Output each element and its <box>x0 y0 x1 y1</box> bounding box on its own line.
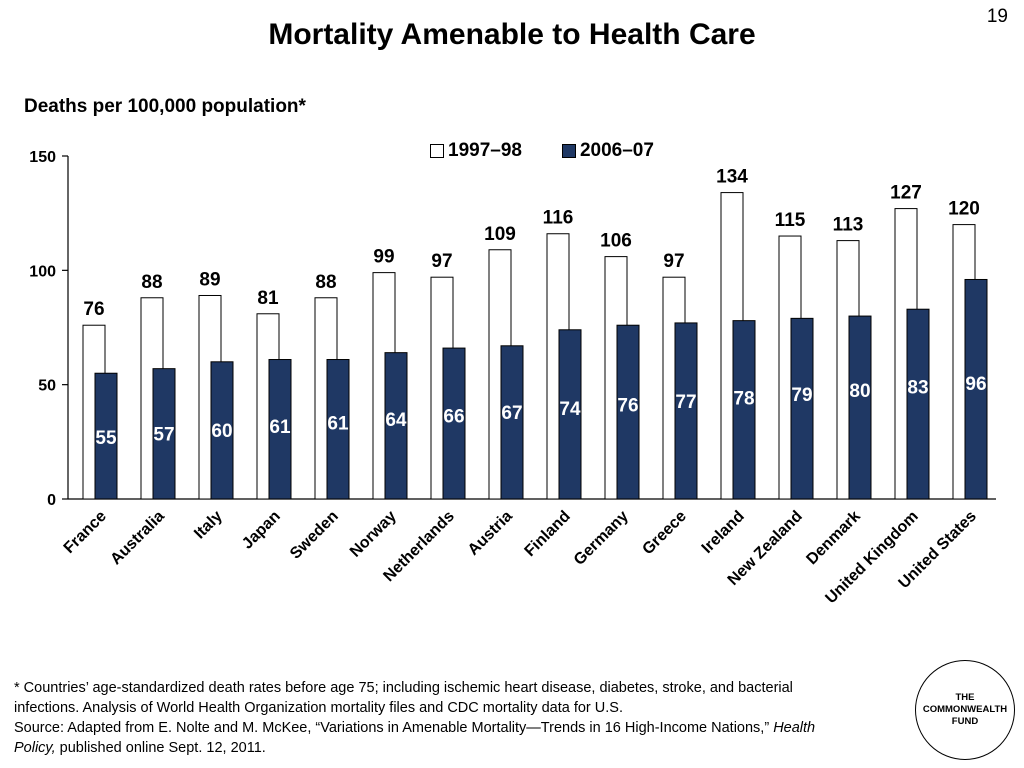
page-number: 19 <box>986 6 1008 27</box>
bar-2006-australia <box>152 368 176 500</box>
commonwealth-fund-logo: THE COMMONWEALTH FUND <box>915 660 1015 760</box>
y-tick-label: 50 <box>38 378 56 395</box>
category-label: Austria <box>465 508 516 559</box>
bar-2006-france <box>94 372 118 500</box>
legend-swatch-2006 <box>561 144 576 158</box>
bar-2006-denmark <box>848 315 872 500</box>
bar-chart: 0 50 100 150 76 55 France 88 57 Australia 89 60 Ital… <box>29 149 996 607</box>
source-prefix: Source: Adapted from E. Nolte and M. McK… <box>14 720 774 736</box>
data-label-2006: 61 <box>269 417 291 438</box>
category-label: Ireland <box>699 508 748 557</box>
data-label-1997: 115 <box>775 210 806 231</box>
category-label: Denmark <box>803 508 864 569</box>
source-suffix: published online Sept. 12, 2011. <box>55 740 266 756</box>
category-label: Australia <box>107 508 168 569</box>
legend-item-1997: 1997–98 <box>430 140 522 162</box>
data-label-2006: 78 <box>733 388 754 409</box>
data-label-2006: 67 <box>501 403 522 424</box>
data-label-2006: 57 <box>153 424 174 445</box>
data-label-1997: 76 <box>83 299 104 320</box>
bar-2006-ireland <box>732 320 756 500</box>
bar-2006-italy <box>210 361 234 500</box>
source-journal: Health Policy, <box>14 720 816 756</box>
category-label: Sweden <box>287 508 342 563</box>
data-label-1997: 116 <box>543 208 574 229</box>
data-label-1997: 81 <box>257 288 279 309</box>
footnote-source: Source: Adapted from E. Nolte and M. McK… <box>14 718 854 758</box>
bar-2006-united-kingdom <box>906 308 930 500</box>
y-tick-label: 0 <box>47 492 56 509</box>
data-label-1997: 88 <box>141 272 162 293</box>
bar-2006-austria <box>500 345 524 500</box>
data-label-1997: 127 <box>890 183 922 204</box>
data-label-2006: 80 <box>849 381 870 402</box>
category-label: Japan <box>239 508 284 553</box>
y-tick-label: 150 <box>29 149 56 166</box>
logo-line-3: FUND <box>951 716 979 727</box>
legend-label-1997: 1997–98 <box>448 140 522 161</box>
legend-label-2006: 2006–07 <box>579 140 654 161</box>
bar-2006-finland <box>558 329 582 500</box>
bar-2006-netherlands <box>442 347 466 500</box>
bar-2006-greece <box>674 322 698 500</box>
chart-legend: 1997–98 2006–07 <box>430 140 694 162</box>
bar-2006-united-states <box>964 278 988 500</box>
footnote: * Countries’ age-standardized death rate… <box>14 678 854 758</box>
logo-line-1: THE <box>955 692 975 703</box>
data-label-1997: 99 <box>373 247 394 268</box>
logo-line-2: COMMONWEALTH <box>922 704 1008 715</box>
data-label-1997: 106 <box>600 231 632 252</box>
category-label: Italy <box>191 508 226 543</box>
legend-swatch-1997 <box>430 144 444 158</box>
y-tick-label: 100 <box>29 263 56 280</box>
category-label: Germany <box>571 508 632 569</box>
bar-2006-japan <box>268 359 292 500</box>
data-label-2006: 83 <box>907 378 928 399</box>
legend-item-2006: 2006–07 <box>561 140 654 162</box>
data-label-2006: 55 <box>95 428 117 449</box>
data-label-2006: 74 <box>559 399 581 420</box>
bar-2006-new-zealand <box>790 317 814 500</box>
bar-2006-norway <box>384 352 408 500</box>
category-label: Norway <box>347 508 400 561</box>
category-label: Finland <box>522 508 574 560</box>
footnote-definition: * Countries’ age-standardized death rate… <box>14 680 793 716</box>
category-label: France <box>61 508 110 557</box>
data-label-1997: 97 <box>431 251 452 272</box>
data-label-2006: 79 <box>791 385 812 406</box>
data-label-1997: 109 <box>484 224 516 245</box>
data-label-2006: 60 <box>211 421 232 442</box>
data-label-2006: 77 <box>675 392 696 413</box>
data-label-2006: 96 <box>965 374 986 395</box>
bar-2006-sweden <box>326 359 350 500</box>
page-title: Mortality Amenable to Health Care <box>268 18 756 51</box>
chart-subtitle: Deaths per 100,000 population* <box>24 96 306 117</box>
data-label-1997: 120 <box>948 199 980 220</box>
data-label-2006: 76 <box>617 396 638 417</box>
bar-2006-germany <box>616 324 640 500</box>
data-label-1997: 113 <box>833 215 864 236</box>
data-label-1997: 97 <box>663 251 684 272</box>
data-label-1997: 134 <box>716 167 748 188</box>
data-label-2006: 61 <box>327 414 349 435</box>
data-label-2006: 66 <box>443 406 464 427</box>
category-label: Greece <box>639 508 689 558</box>
data-label-2006: 64 <box>385 410 407 431</box>
data-label-1997: 88 <box>315 272 336 293</box>
data-label-1997: 89 <box>199 269 220 290</box>
